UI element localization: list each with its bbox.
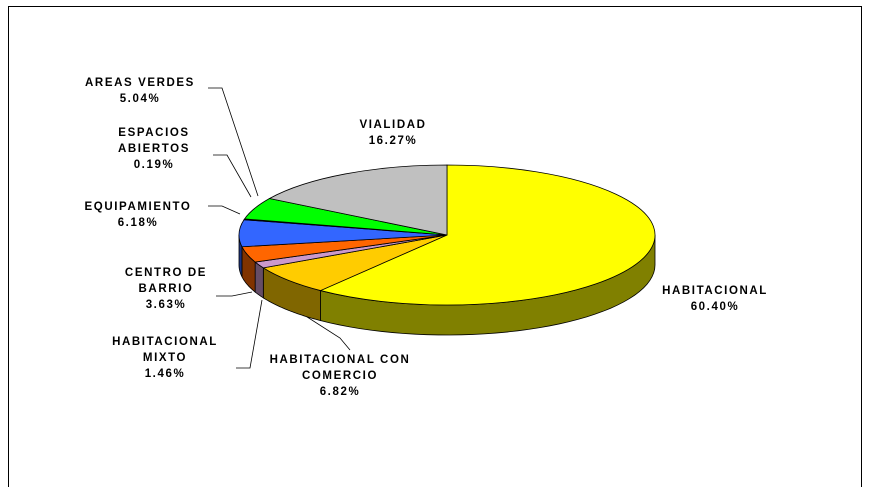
value-label: 0.19% (133, 159, 175, 171)
slice-label: CENTRO DE BARRIO 3.63% (116, 265, 216, 313)
value-label: 6.18% (117, 217, 159, 229)
slice-label: HABITACIONAL MIXTO 1.46% (100, 334, 230, 382)
pie (238, 164, 656, 336)
leader-line (208, 205, 241, 215)
leader-line (213, 154, 252, 198)
value-label: 6.82% (319, 386, 361, 398)
category-name: HABITACIONAL CON COMERCIO (269, 354, 411, 382)
category-name: HABITACIONAL MIXTO (112, 336, 218, 364)
slice-label: EQUIPAMIENTO 6.18% (58, 199, 218, 231)
value-label: 3.63% (145, 299, 187, 311)
value-label: 5.04% (119, 93, 161, 105)
category-name: ESPACIOS ABIERTOS (117, 127, 190, 155)
slice-label: AREAS VERDES 5.04% (60, 75, 220, 107)
category-name: HABITACIONAL (662, 285, 768, 297)
category-name: VIALIDAD (359, 119, 427, 131)
category-name: EQUIPAMIENTO (84, 201, 192, 213)
category-name: CENTRO DE BARRIO (124, 267, 208, 295)
slice (319, 164, 656, 306)
value-label: 60.40% (690, 301, 740, 313)
leader-line (208, 87, 259, 197)
slice-label: HABITACIONAL CON COMERCIO 6.82% (260, 352, 420, 400)
slice-label: ESPACIOS ABIERTOS 0.19% (104, 125, 204, 173)
leader-line (236, 299, 263, 369)
slice-label: HABITACIONAL 60.40% (635, 283, 795, 315)
slice (268, 164, 448, 236)
slice-label: VIALIDAD 16.27% (333, 117, 453, 149)
value-label: 1.46% (144, 368, 186, 380)
category-name: AREAS VERDES (85, 77, 195, 89)
frame (8, 6, 862, 487)
value-label: 16.27% (368, 135, 418, 147)
leader-line (216, 291, 253, 297)
leader-lines (208, 87, 351, 369)
